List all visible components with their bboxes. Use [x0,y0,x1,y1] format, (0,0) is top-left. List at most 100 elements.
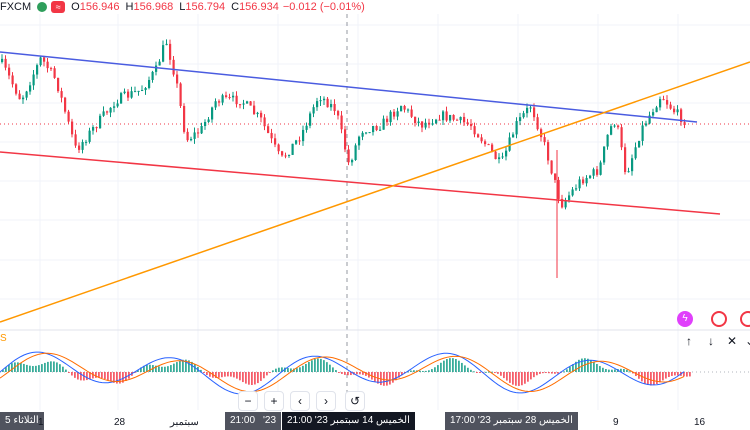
macd-histogram-bar [389,372,391,385]
macd-histogram-bar [659,372,661,383]
candle-body [676,109,679,113]
macd-histogram-bar [362,372,364,375]
alert-icon[interactable] [711,311,727,327]
macd-histogram-bar [602,367,604,372]
candle-body [596,169,599,175]
candle-body [169,43,172,60]
move-pane-up-button[interactable]: ↑ [686,334,692,348]
macd-histogram-bar [440,362,442,372]
candle-body [53,68,56,78]
candle-body [151,71,154,80]
macd-histogram-bar [17,362,19,372]
macd-histogram-bar [179,360,181,372]
macd-histogram-bar [566,369,568,372]
candle-body [267,126,270,133]
macd-histogram-bar [542,372,544,374]
orange-trend-line [0,61,750,323]
macd-histogram-bar [143,365,145,372]
macd-histogram-bar [95,372,97,378]
macd-histogram-bar [503,372,505,379]
macd-histogram-bar [137,369,139,372]
macd-histogram-bar [233,372,235,378]
candle-body [256,112,259,115]
candle-body [165,43,168,46]
reset-chart-button[interactable]: ↺ [345,391,365,411]
macd-histogram-bar [140,367,142,372]
macd-histogram-bar [236,372,238,379]
candle-body [501,156,504,158]
macd-histogram-bar [410,370,412,372]
candle-body [578,179,581,189]
candle-body [627,171,630,173]
candle-body [36,65,39,75]
candle-body [179,83,182,106]
macd-histogram-bar [614,369,616,372]
macd-histogram-bar [587,358,589,372]
candle-body [228,97,231,99]
macd-histogram-bar [350,372,352,376]
open-label: O [71,1,80,13]
candle-body [547,142,550,161]
lightning-icon[interactable]: ϟ [677,311,693,327]
zoom-out-button[interactable]: − [238,391,258,411]
zoom-toolbar: − + [238,391,284,411]
macd-histogram-bar [182,359,184,372]
market-status-icon[interactable] [37,2,48,12]
candle-body [522,113,525,118]
data-badge-icon[interactable]: ≈ [51,1,66,13]
macd-histogram-bar [173,363,175,372]
macd-histogram-bar [356,372,358,375]
macd-histogram-bar [383,372,385,386]
candle-body [403,105,406,110]
macd-histogram-bar [8,364,10,372]
macd-histogram-bar [104,372,106,379]
candle-body [4,58,7,68]
macd-indicator-label[interactable]: S [0,333,7,344]
candle-body [673,108,676,113]
candle-body [407,109,410,111]
macd-histogram-bar [50,361,52,372]
candle-body [123,91,126,94]
candle-body [148,79,151,89]
symbol-name[interactable]: FXCM [0,1,32,13]
low-value: 156.794 [185,1,226,13]
move-pane-down-button[interactable]: ↓ [708,334,714,348]
macd-histogram-bar [569,366,571,372]
candle-body [449,114,452,121]
candle-body [568,195,571,200]
macd-histogram-bar [476,372,478,373]
alert-icon-2[interactable] [740,311,750,327]
candle-body [232,95,235,98]
macd-histogram-bar [464,365,466,372]
zoom-in-button[interactable]: + [264,391,284,411]
scroll-left-button[interactable]: ‹ [290,391,310,411]
candle-body [225,95,228,98]
candle-body [316,101,319,108]
candle-body [312,107,315,114]
macd-histogram-bar [308,362,310,372]
candle-body [613,125,616,127]
macd-histogram-bar [164,366,166,372]
candle-body [375,125,378,131]
candle-body [428,122,431,125]
candle-body [662,99,665,101]
macd-histogram-bar [605,369,607,372]
candle-body [291,143,294,155]
macd-histogram-bar [269,372,271,373]
macd-histogram-bar [596,363,598,372]
macd-histogram-bar [506,372,508,381]
low-label: L [179,1,186,13]
blue-trend-line [0,51,698,123]
macd-histogram-bar [533,372,535,378]
close-pane-button[interactable]: ✕ [726,334,738,348]
macd-histogram-bar [539,372,541,374]
macd-histogram-bar [497,372,499,374]
scroll-right-button[interactable]: › [316,391,336,411]
macd-histogram-bar [686,372,688,377]
macd-histogram-bar [2,369,4,372]
macd-histogram-bar [422,370,424,372]
pane-more-button[interactable]: ⌄ [742,333,750,349]
candle-body [571,189,574,196]
macd-histogram-bar [263,372,265,379]
